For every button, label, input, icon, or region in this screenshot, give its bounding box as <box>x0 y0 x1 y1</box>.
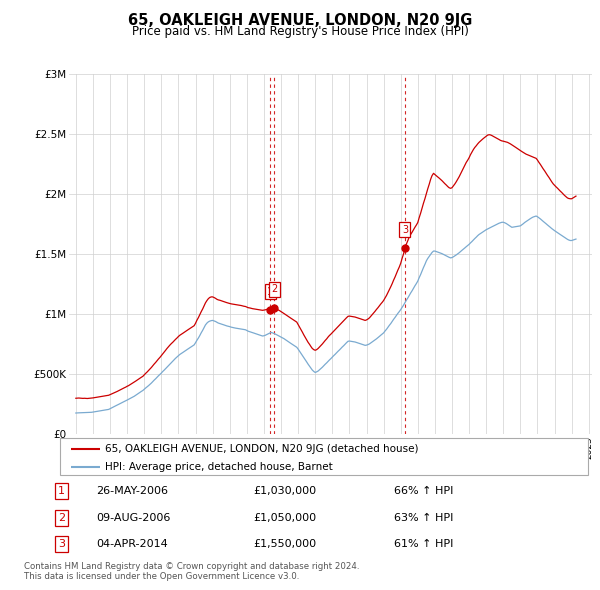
Text: 65, OAKLEIGH AVENUE, LONDON, N20 9JG: 65, OAKLEIGH AVENUE, LONDON, N20 9JG <box>128 13 472 28</box>
Text: £1,030,000: £1,030,000 <box>253 486 316 496</box>
Text: 2: 2 <box>271 284 277 294</box>
Text: 04-APR-2014: 04-APR-2014 <box>97 539 169 549</box>
Text: 09-AUG-2006: 09-AUG-2006 <box>97 513 171 523</box>
Text: 63% ↑ HPI: 63% ↑ HPI <box>394 513 453 523</box>
Text: 3: 3 <box>58 539 65 549</box>
Text: HPI: Average price, detached house, Barnet: HPI: Average price, detached house, Barn… <box>105 462 332 472</box>
Text: 3: 3 <box>402 225 408 234</box>
FancyBboxPatch shape <box>60 438 588 475</box>
Text: Contains HM Land Registry data © Crown copyright and database right 2024.
This d: Contains HM Land Registry data © Crown c… <box>24 562 359 581</box>
Text: 1: 1 <box>58 486 65 496</box>
Text: 1: 1 <box>268 287 274 297</box>
Text: 26-MAY-2006: 26-MAY-2006 <box>97 486 169 496</box>
Text: 2: 2 <box>58 513 65 523</box>
Text: £1,550,000: £1,550,000 <box>253 539 316 549</box>
Text: 61% ↑ HPI: 61% ↑ HPI <box>394 539 453 549</box>
Text: 66% ↑ HPI: 66% ↑ HPI <box>394 486 453 496</box>
Text: Price paid vs. HM Land Registry's House Price Index (HPI): Price paid vs. HM Land Registry's House … <box>131 25 469 38</box>
Text: 65, OAKLEIGH AVENUE, LONDON, N20 9JG (detached house): 65, OAKLEIGH AVENUE, LONDON, N20 9JG (de… <box>105 444 418 454</box>
Text: £1,050,000: £1,050,000 <box>253 513 316 523</box>
